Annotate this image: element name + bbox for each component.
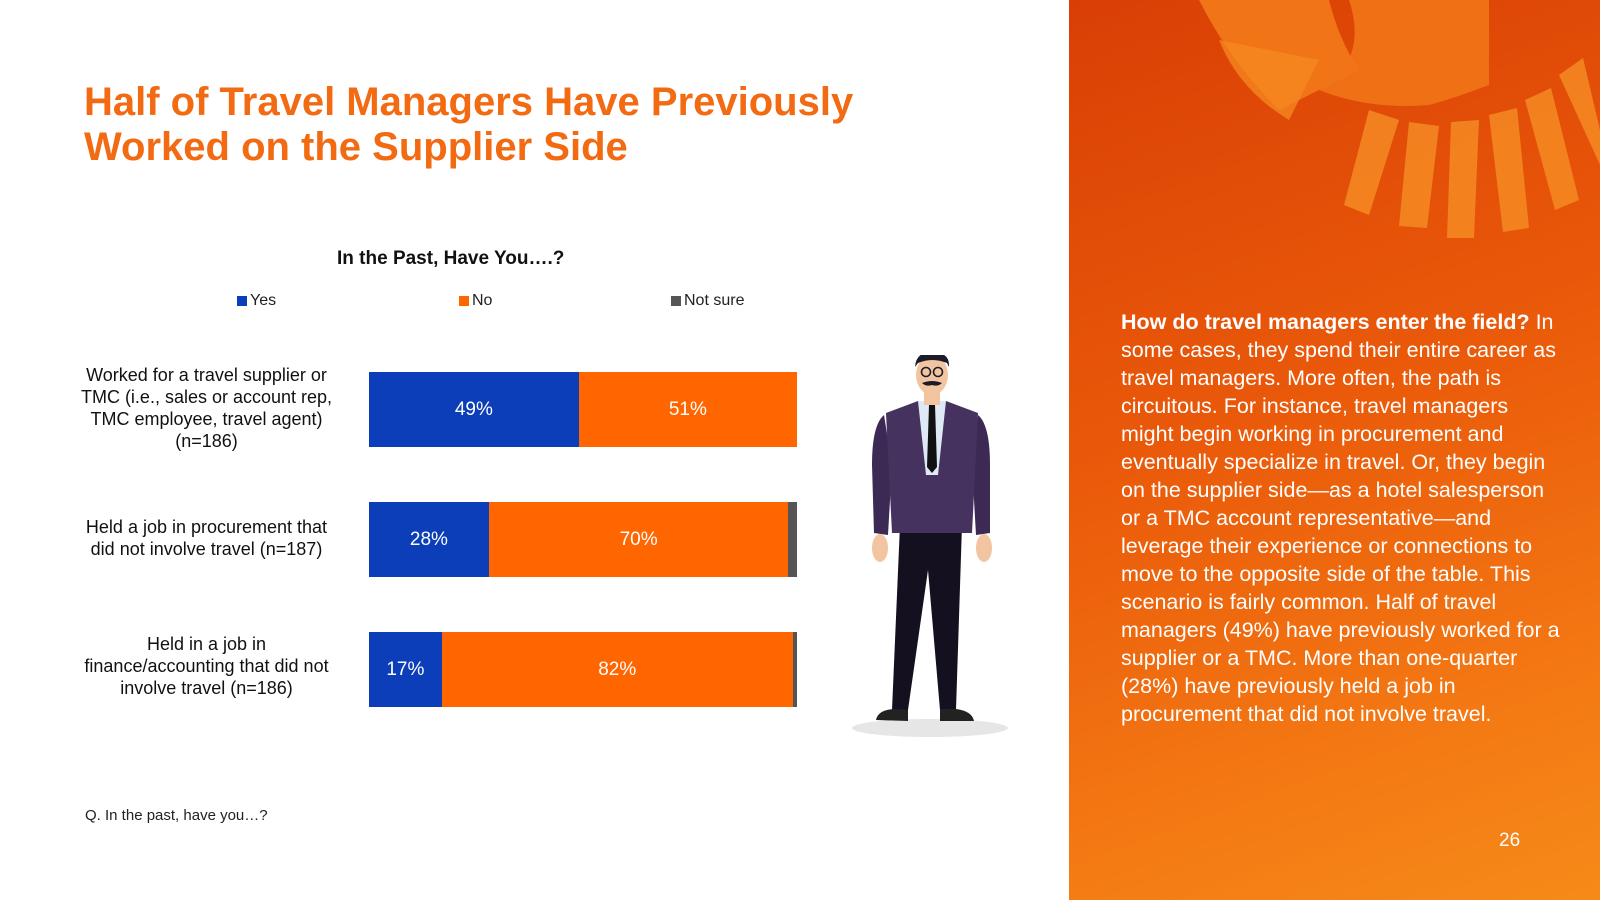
glasses-right: [932, 366, 944, 378]
mustache: [922, 381, 942, 386]
deco-ray: [1525, 88, 1579, 210]
row-label-line: involve travel (n=186): [120, 678, 293, 698]
left-shoe: [876, 709, 908, 721]
hair: [915, 355, 950, 367]
bar-segment-yes: 17%: [369, 632, 442, 707]
slide-title-line: Worked on the Supplier Side: [84, 125, 628, 169]
slide-title: Half of Travel Managers Have Previously …: [84, 80, 984, 170]
row-label-line: Held in a job in: [146, 634, 267, 654]
bar-segment-yes: 28%: [369, 502, 489, 577]
legend-label-not-sure: Not sure: [684, 292, 745, 309]
legend-label-yes: Yes: [250, 292, 277, 309]
right-shoe: [940, 709, 974, 721]
data-label: 82%: [598, 658, 637, 680]
bar-segment-yes: 49%: [369, 372, 579, 447]
shadow: [852, 719, 1008, 737]
row-label-line: (n=186): [175, 431, 238, 451]
slide-title-line: Half of Travel Managers Have Previously: [84, 80, 854, 124]
tie: [927, 405, 937, 473]
row-label-line: TMC employee, travel agent): [90, 409, 323, 429]
deco-ray: [1489, 108, 1529, 232]
row-label-line: finance/accounting that did not: [84, 656, 329, 676]
head: [916, 355, 948, 395]
data-label: 51%: [668, 398, 707, 420]
side-panel-body: In some cases, they spend their entire c…: [1121, 310, 1560, 726]
footnote: Q. In the past, have you…?: [85, 807, 268, 824]
legend-item-yes: Yes: [237, 292, 276, 310]
legend-item-not-sure: Not sure: [671, 292, 744, 310]
businessman-illustration-icon: [852, 355, 1008, 737]
data-label: 70%: [619, 528, 658, 550]
legend-swatch-no: [459, 296, 469, 306]
bar-segment-not-sure: [788, 502, 797, 577]
legend-item-no: No: [459, 292, 492, 310]
trousers: [892, 525, 962, 710]
legend-label-no: No: [472, 292, 493, 309]
data-label: 28%: [409, 528, 448, 550]
bar-segment-no: 51%: [578, 372, 797, 447]
side-panel-text: How do travel managers enter the field? …: [1121, 308, 1566, 728]
legend-swatch-yes: [237, 296, 247, 306]
bar-segment-no: 82%: [441, 632, 793, 707]
bar-segment-no: 70%: [488, 502, 789, 577]
left-hand: [872, 534, 888, 562]
glasses-left: [920, 366, 932, 378]
data-label: 49%: [454, 398, 493, 420]
data-label: 17%: [386, 658, 425, 680]
deco-arc: [1219, 40, 1319, 120]
neck: [924, 391, 940, 405]
row-label-line: did not involve travel (n=187): [90, 539, 323, 559]
deco-ray: [1447, 120, 1479, 238]
row-label-line: TMC (i.e., sales or account rep,: [80, 387, 333, 407]
deco-sun: [1319, 0, 1489, 106]
sun-rays-decoration-icon: [1199, 0, 1600, 238]
page-number: 26: [1499, 830, 1521, 851]
row-label-line: Held a job in procurement that: [85, 517, 328, 537]
row-label-supplier: Worked for a travel supplier or TMC (i.e…: [60, 364, 353, 452]
legend-swatch-not-sure: [671, 296, 681, 306]
bar-row: 49% 51%: [369, 372, 797, 447]
deco-ray: [1399, 122, 1439, 228]
right-arm: [972, 415, 990, 535]
right-hand: [976, 534, 992, 562]
deco-ray: [1344, 110, 1399, 215]
left-arm: [872, 415, 892, 535]
row-label-procurement: Held a job in procurement that did not i…: [60, 516, 353, 560]
row-label-finance: Held in a job in finance/accounting that…: [60, 633, 353, 699]
bar-segment-not-sure: [792, 632, 797, 707]
row-label-line: Worked for a travel supplier or: [86, 365, 327, 385]
bar-row: 17% 82%: [369, 632, 797, 707]
side-panel: How do travel managers enter the field? …: [1069, 0, 1600, 900]
bar-row: 28% 70%: [369, 502, 797, 577]
chart-title: In the Past, Have You….?: [337, 248, 565, 269]
deco-ray: [1559, 58, 1600, 165]
side-panel-lead: How do travel managers enter the field?: [1121, 310, 1530, 334]
